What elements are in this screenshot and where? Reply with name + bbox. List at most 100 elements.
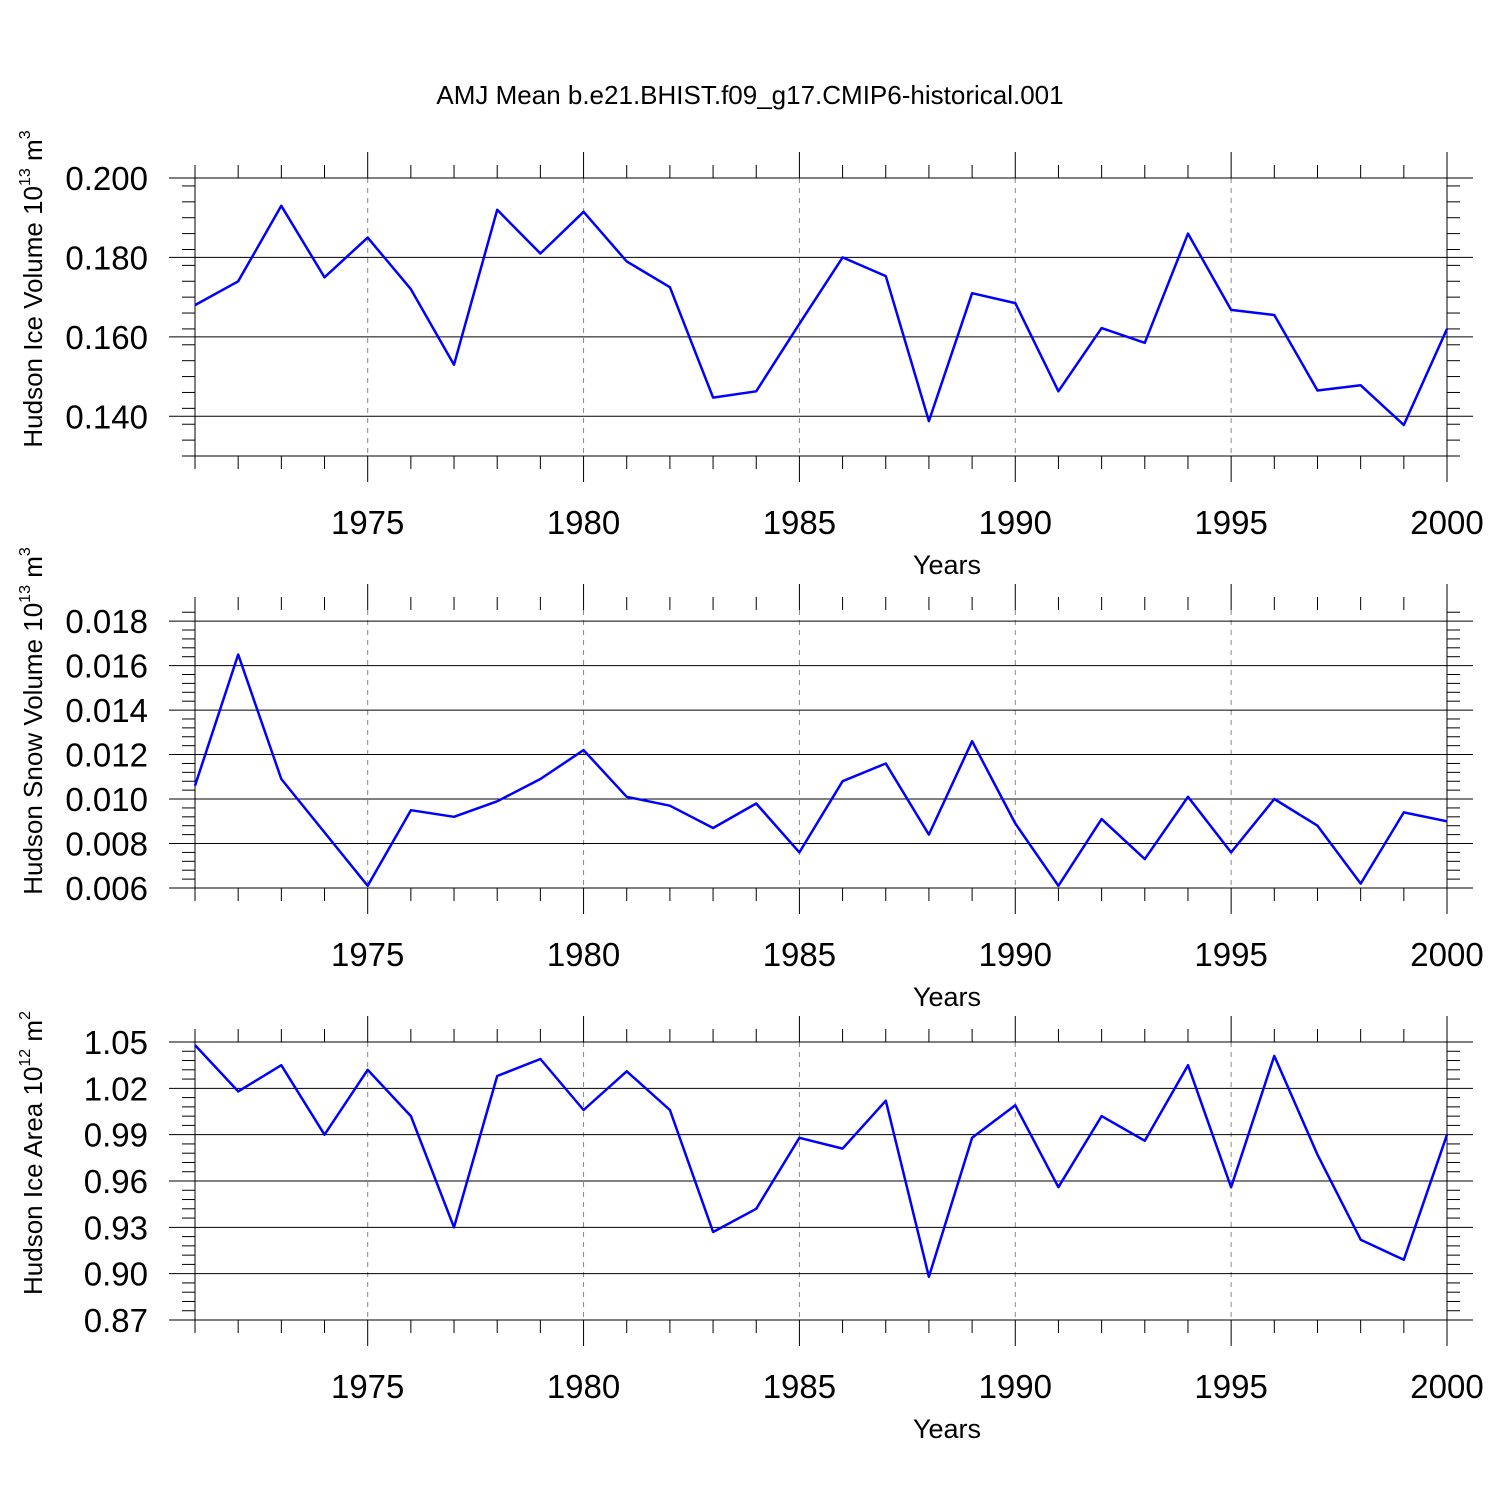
data-point: [1056, 389, 1060, 393]
y-axis-label-exponent: 12: [17, 1049, 34, 1067]
data-point: [1445, 1133, 1449, 1137]
y-tick-label: 0.99: [84, 1117, 148, 1154]
data-point: [927, 419, 931, 423]
x-tick-label: 1995: [1194, 936, 1267, 973]
x-tick-label: 1975: [331, 1368, 404, 1405]
data-point: [236, 279, 240, 283]
data-point: [1100, 1114, 1104, 1118]
data-point: [366, 236, 370, 240]
y-tick-label: 0.018: [65, 603, 148, 640]
data-point: [1402, 423, 1406, 427]
x-tick-label: 1995: [1194, 504, 1267, 541]
data-point: [1272, 797, 1276, 801]
y-tick-label: 0.87: [84, 1302, 148, 1339]
y-tick-label: 0.010: [65, 781, 148, 818]
data-point: [1272, 1054, 1276, 1058]
chart-panel-3: 1975 1980 1985 1990 1995 2000 0.87 0.90 0.93 0.96…: [17, 1011, 1484, 1444]
y-axis-label: Hudson Ice Volume 1013 m3: [17, 130, 48, 447]
data-point: [495, 208, 499, 212]
data-point: [1186, 795, 1190, 799]
data-point: [1359, 882, 1363, 886]
data-point: [841, 1147, 845, 1151]
data-point: [1229, 1185, 1233, 1189]
data-point: [582, 1108, 586, 1112]
data-point: [193, 1043, 197, 1047]
y-axis-label-text: Hudson Snow Volume 10: [18, 603, 48, 895]
x-tick-label: 1980: [547, 504, 620, 541]
data-point: [1186, 1063, 1190, 1067]
data-point: [1229, 308, 1233, 312]
data-point: [625, 1069, 629, 1073]
data-point: [279, 1063, 283, 1067]
y-axis-label: Hudson Snow Volume 1013 m3: [17, 547, 48, 895]
data-point: [1359, 383, 1363, 387]
data-point: [668, 804, 672, 808]
figure-title: AMJ Mean b.e21.BHIST.f09_g17.CMIP6-histo…: [436, 80, 1064, 110]
y-tick-label: 0.180: [65, 239, 148, 276]
chart-panel-1: 1975 1980 1985 1990 1995 2000 0.140 0.160 0.180 0…: [17, 130, 1484, 580]
data-point: [495, 799, 499, 803]
data-point: [323, 1133, 327, 1137]
y-tick-label: 0.016: [65, 648, 148, 685]
data-point: [1272, 313, 1276, 317]
data-series-line: [194, 1044, 1449, 1279]
y-tick-label: 0.008: [65, 826, 148, 863]
data-point: [323, 275, 327, 279]
x-tick-label: 1995: [1194, 1368, 1267, 1405]
data-point: [1056, 884, 1060, 888]
data-point: [538, 251, 542, 255]
x-tick-label: 1990: [979, 504, 1052, 541]
data-point: [841, 779, 845, 783]
y-tick-label: 0.014: [65, 692, 148, 729]
y-axis-label-unit-exponent: 2: [17, 1011, 34, 1020]
data-point: [754, 1207, 758, 1211]
data-point: [1402, 810, 1406, 814]
y-axis-label: Hudson Ice Area 1012 m2: [17, 1011, 48, 1295]
data-point: [366, 884, 370, 888]
y-axis-label-unit: m: [18, 139, 48, 168]
y-tick-label: 0.90: [84, 1256, 148, 1293]
data-point: [409, 808, 413, 812]
data-point: [1143, 857, 1147, 861]
data-point: [797, 1136, 801, 1140]
data-point: [884, 761, 888, 765]
y-axis-label-unit: m: [18, 1020, 48, 1049]
x-tick-label: 1985: [763, 936, 836, 973]
x-tick-label: 1980: [547, 936, 620, 973]
data-point: [1315, 824, 1319, 828]
data-point: [1359, 1238, 1363, 1242]
data-point: [452, 1225, 456, 1229]
data-point: [1315, 1153, 1319, 1157]
data-point: [668, 285, 672, 289]
data-point: [1013, 822, 1017, 826]
data-point: [754, 801, 758, 805]
data-point: [366, 1068, 370, 1072]
data-point: [1013, 1103, 1017, 1107]
x-tick-label: 1990: [979, 936, 1052, 973]
data-point: [1315, 388, 1319, 392]
y-tick-label: 0.200: [65, 160, 148, 197]
x-tick-label: 2000: [1410, 936, 1483, 973]
x-tick-label: 2000: [1410, 504, 1483, 541]
y-tick-label: 0.96: [84, 1163, 148, 1200]
x-tick-label: 1980: [547, 1368, 620, 1405]
data-point: [452, 363, 456, 367]
data-point: [970, 291, 974, 295]
data-point: [884, 1099, 888, 1103]
x-tick-label: 1985: [763, 1368, 836, 1405]
data-point: [754, 389, 758, 393]
data-point: [1100, 817, 1104, 821]
data-point: [884, 274, 888, 278]
y-tick-label: 0.160: [65, 319, 148, 356]
x-tick-label: 1975: [331, 936, 404, 973]
data-series-line: [193, 653, 1448, 888]
y-tick-label: 1.02: [84, 1070, 148, 1107]
data-point: [279, 777, 283, 781]
y-axis-label-exponent: 13: [17, 168, 34, 186]
x-axis-label: Years: [913, 1414, 981, 1444]
data-point: [970, 739, 974, 743]
data-point: [970, 1136, 974, 1140]
data-point: [538, 777, 542, 781]
x-tick-label: 1985: [763, 504, 836, 541]
